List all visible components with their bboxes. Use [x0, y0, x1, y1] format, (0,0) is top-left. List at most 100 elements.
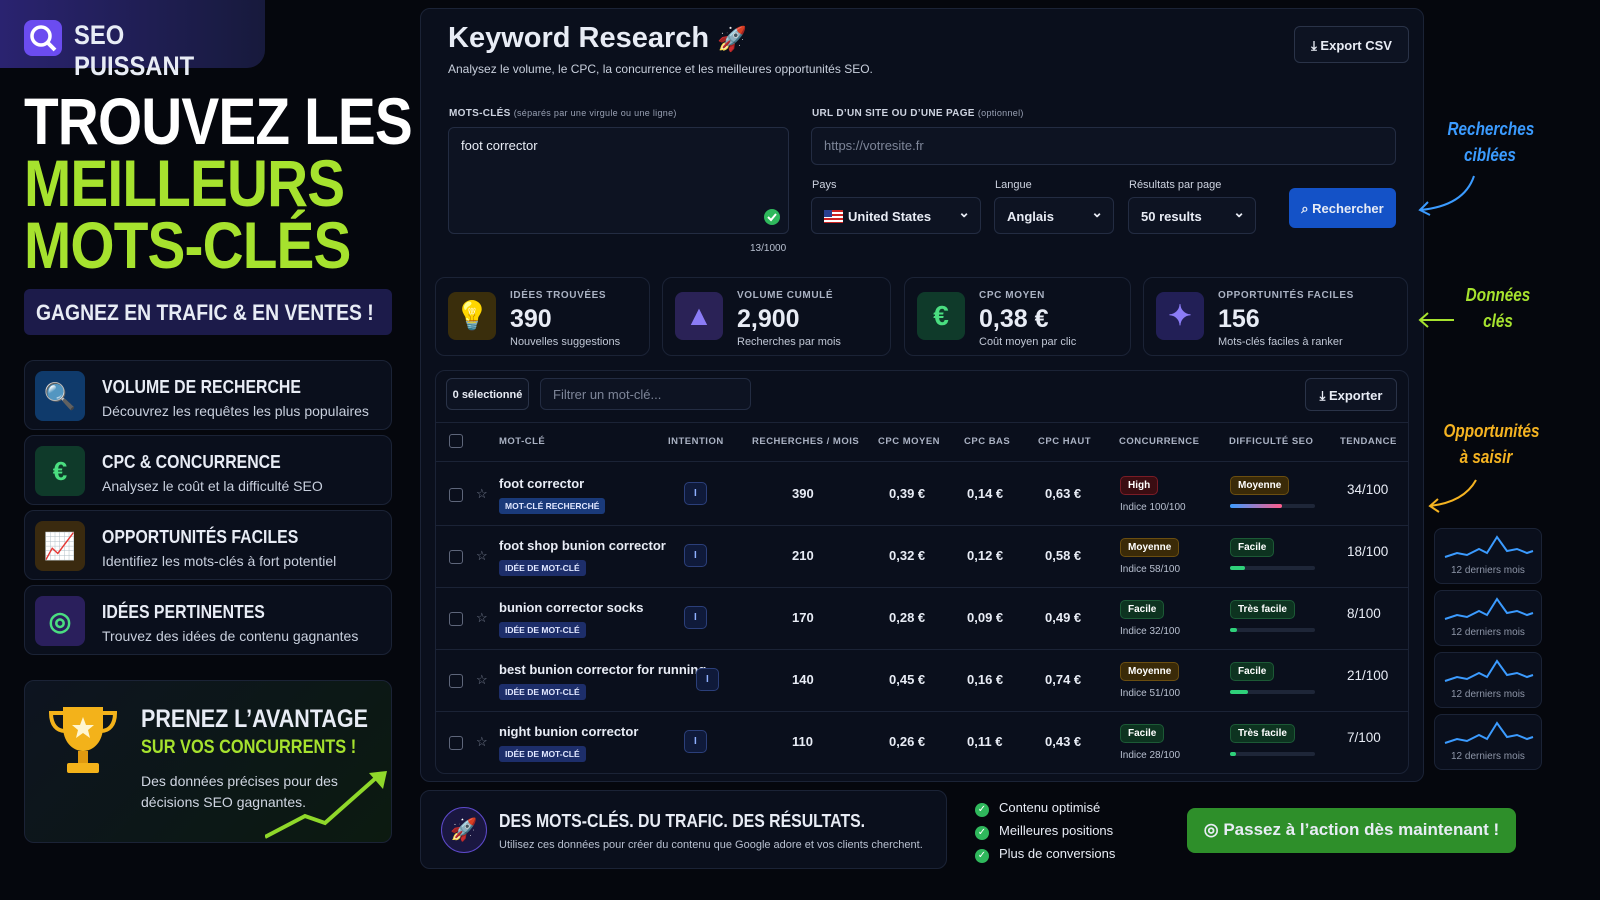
row-checkbox[interactable] — [449, 550, 463, 564]
intent-badge: I — [696, 668, 719, 691]
check-label: Contenu optimisé — [999, 800, 1101, 815]
search-button[interactable]: ⌕ Rechercher — [1289, 188, 1396, 228]
star-icon[interactable]: ☆ — [476, 672, 488, 687]
promo-text: Des données précises pour des décisions … — [141, 773, 338, 810]
language-label: Langue — [995, 179, 1032, 191]
app-title-text: Keyword Research — [448, 22, 710, 54]
competition-index: Indice 32/100 — [1120, 626, 1181, 637]
column-header: CPC HAUT — [1038, 436, 1092, 447]
volume: 170 — [792, 610, 814, 625]
difficulty-score: 34/100 — [1347, 482, 1389, 497]
stat-sub: Recherches par mois — [737, 336, 841, 348]
keywords-label-text: MOTS-CLÉS — [449, 108, 511, 119]
country-value: United States — [848, 209, 932, 224]
trend-caption: 12 derniers mois — [1451, 689, 1525, 700]
footer-text: Utilisez ces données pour créer du conte… — [499, 839, 923, 851]
growth-arrow — [265, 771, 387, 839]
competition-index: Indice 28/100 — [1120, 750, 1181, 761]
export-button[interactable]: ⤓ Exporter — [1305, 378, 1397, 411]
check-label: Plus de conversions — [999, 846, 1116, 861]
app-title: Keyword Research 🚀 — [448, 22, 747, 55]
table-panel — [435, 370, 1409, 774]
promo-card: PRENEZ L’AVANTAGE SUR VOS CONCURRENTS ! … — [24, 680, 392, 843]
competition-badge: Moyenne — [1120, 538, 1180, 557]
intent-badge: I — [684, 482, 707, 505]
trend-card: 12 derniers mois — [1434, 528, 1542, 584]
badge-text: GAGNEZ EN TRAFIC & EN VENTES ! — [36, 300, 374, 325]
feature-title: IDÉES PERTINENTES — [102, 602, 265, 622]
footer-card: 🚀 DES MOTS-CLÉS. DU TRAFIC. DES RÉSULTAT… — [420, 790, 947, 869]
keyword: bunion corrector socks — [499, 600, 644, 615]
row-checkbox[interactable] — [449, 612, 463, 626]
stat-label: CPC MOYEN — [979, 290, 1045, 301]
star-icon[interactable]: ☆ — [476, 734, 488, 749]
competition-index: Indice 51/100 — [1120, 688, 1181, 699]
cpc-high: 0,58 € — [1045, 548, 1082, 563]
url-label: URL D’UN SITE OU D’UNE PAGE (optionnel) — [812, 108, 1024, 119]
cpc-high: 0,74 € — [1045, 672, 1082, 687]
valid-icon — [764, 209, 780, 225]
row-divider — [436, 711, 1408, 712]
check-item: ✓ Plus de conversions — [975, 846, 1115, 863]
selected-count: 0 sélectionné — [446, 378, 529, 410]
export-csv-button[interactable]: ⤓ Export CSV — [1294, 26, 1409, 63]
cpc-low: 0,14 € — [967, 486, 1004, 501]
cpc-low: 0,12 € — [967, 548, 1004, 563]
export-csv-label: Export CSV — [1320, 38, 1392, 53]
keywords-textarea[interactable]: foot corrector — [448, 127, 789, 234]
stat-label: VOLUME CUMULÉ — [737, 290, 834, 301]
competition-index: Indice 100/100 — [1120, 502, 1186, 513]
us-flag — [824, 210, 843, 223]
cpc: 0,26 € — [889, 734, 926, 749]
country-select[interactable]: United States — [811, 197, 981, 234]
keyword: foot corrector — [499, 476, 585, 491]
keywords-value: foot corrector — [461, 138, 538, 153]
feature-desc: Découvrez les requêtes les plus populair… — [102, 403, 369, 419]
difficulty-bar — [1230, 504, 1283, 508]
stat-icon: € — [917, 292, 965, 340]
difficulty-track — [1230, 628, 1315, 632]
cpc-low: 0,09 € — [967, 610, 1004, 625]
star-icon[interactable]: ☆ — [476, 610, 488, 625]
sparkline — [1444, 535, 1534, 558]
difficulty-score: 18/100 — [1347, 544, 1389, 559]
feature-card: € CPC & CONCURRENCE Analysez le coût et la… — [24, 435, 392, 505]
annotation: Recherches ciblées — [1448, 116, 1535, 168]
stat-label: OPPORTUNITÉS FACILES — [1218, 290, 1354, 301]
keywords-hint: (séparés par une virgule ou une ligne) — [513, 108, 677, 118]
competition-index: Indice 58/100 — [1120, 564, 1181, 575]
app-subtitle: Analysez le volume, le CPC, la concurren… — [448, 62, 873, 76]
keywords-label: MOTS-CLÉS (séparés par une virgule ou un… — [449, 108, 677, 119]
url-input[interactable]: https://votresite.fr — [811, 127, 1396, 165]
row-checkbox[interactable] — [449, 736, 463, 750]
competition-badge: High — [1120, 476, 1159, 495]
feature-title: VOLUME DE RECHERCHE — [102, 377, 301, 397]
select-all-checkbox[interactable] — [449, 434, 463, 448]
cta-button[interactable]: ◎ Passez à l’action dès maintenant ! — [1187, 808, 1516, 853]
row-checkbox[interactable] — [449, 488, 463, 502]
star-icon[interactable]: ☆ — [476, 548, 488, 563]
check-item: ✓ Contenu optimisé — [975, 800, 1100, 817]
cpc-low: 0,16 € — [967, 672, 1004, 687]
filter-input[interactable]: Filtrer un mot-clé... — [540, 378, 751, 410]
difficulty-bar — [1230, 566, 1246, 570]
star-icon[interactable]: ☆ — [476, 486, 488, 501]
row-checkbox[interactable] — [449, 674, 463, 688]
trend-card: 12 derniers mois — [1434, 652, 1542, 708]
cpc-low: 0,11 € — [967, 734, 1003, 749]
feature-desc: Identifiez les mots-clés à fort potentie… — [102, 553, 337, 569]
competition-badge: Facile — [1120, 724, 1165, 743]
feature-icon: € — [35, 446, 85, 496]
difficulty-badge: Facile — [1230, 538, 1275, 557]
stat-icon: ✦ — [1156, 292, 1204, 340]
difficulty-badge: Très facile — [1230, 724, 1295, 743]
trend-caption: 12 derniers mois — [1451, 565, 1525, 576]
results-select[interactable]: 50 results — [1128, 197, 1256, 234]
feature-title: OPPORTUNITÉS FACILES — [102, 527, 299, 547]
volume: 210 — [792, 548, 814, 563]
keyword: night bunion corrector — [499, 724, 639, 739]
language-select[interactable]: Anglais — [994, 197, 1114, 234]
